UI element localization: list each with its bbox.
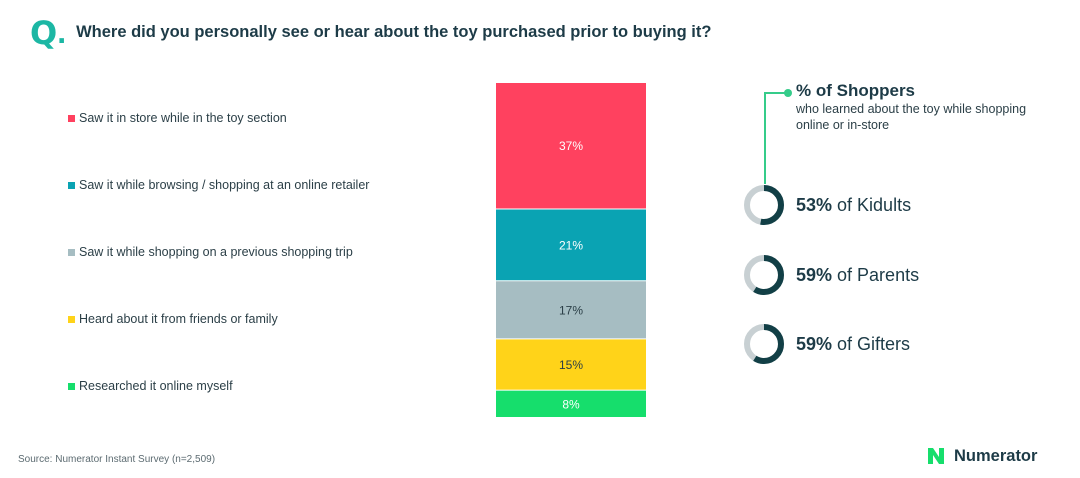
legend-item-2: Saw it while browsing / shopping at an o…: [68, 178, 369, 192]
stat-label: of Gifters: [832, 333, 911, 354]
legend-swatch: [68, 315, 75, 323]
question-header: Q. Where did you personally see or hear …: [30, 14, 711, 51]
stat-text: 59% of Parents: [796, 265, 919, 286]
legend-swatch: [68, 382, 75, 390]
stat-row-3: 59% of Gifters: [742, 322, 910, 366]
legend-item-1: Saw it in store while in the toy section: [68, 111, 287, 125]
stat-row-2: 59% of Parents: [742, 253, 919, 297]
brand-name: Numerator: [954, 446, 1038, 465]
bar-label-5: 8%: [562, 397, 580, 411]
bar-label-4: 15%: [559, 358, 583, 372]
stat-label: of Parents: [832, 264, 920, 285]
shoppers-heading: % of Shoppers: [796, 81, 916, 100]
legend-label: Researched it online myself: [79, 379, 233, 393]
stat-value: 59%: [796, 333, 833, 354]
bar-segment-3: [496, 281, 646, 339]
numerator-logo-icon: [928, 448, 944, 464]
question-text: Where did you personally see or hear abo…: [76, 23, 712, 41]
legend-label: Saw it while shopping on a previous shop…: [79, 245, 353, 259]
stat-value: 53%: [796, 194, 833, 215]
legend-item-5: Researched it online myself: [68, 379, 233, 393]
shoppers-subtitle: who learned about the toy while shopping…: [796, 102, 1027, 132]
connector-line: [764, 92, 766, 184]
legend-label: Saw it in store while in the toy section: [79, 111, 287, 125]
legend-item-4: Heard about it from friends or family: [68, 312, 278, 326]
legend-swatch: [68, 181, 75, 189]
donut-ring-icon: [744, 185, 784, 225]
donut-ring-icon: [744, 324, 784, 364]
legend-item-3: Saw it while shopping on a previous shop…: [68, 245, 353, 259]
source-note: Source: Numerator Instant Survey (n=2,50…: [18, 454, 216, 465]
stat-text: 59% of Gifters: [796, 334, 910, 355]
bar-segment-4: [496, 339, 646, 390]
q-letter: Q: [30, 13, 58, 52]
shoppers-summary: % of Shoppers who learned about the toy …: [796, 81, 1036, 133]
legend-swatch: [68, 248, 75, 256]
stat-row-1: 53% of Kidults: [742, 183, 911, 227]
stat-text: 53% of Kidults: [796, 195, 911, 216]
stat-label: of Kidults: [832, 194, 912, 215]
legend-label: Heard about it from friends or family: [79, 312, 278, 326]
q-dot: .: [57, 14, 67, 50]
brand-logo: Numerator: [926, 446, 1037, 466]
legend-label: Saw it while browsing / shopping at an o…: [79, 178, 370, 192]
bar-segment-2: [496, 209, 646, 281]
connector-branch: [764, 92, 786, 94]
bar-label-3: 17%: [559, 303, 583, 317]
donut-ring-icon: [744, 255, 784, 295]
legend-swatch: [68, 114, 75, 122]
bar-label-1: 37%: [559, 139, 583, 153]
stat-value: 59%: [796, 264, 833, 285]
bar-segment-1: [496, 83, 646, 209]
bar-label-2: 21%: [559, 238, 583, 252]
connector-dot-icon: [784, 89, 792, 97]
bar-segment-5: [496, 390, 646, 417]
